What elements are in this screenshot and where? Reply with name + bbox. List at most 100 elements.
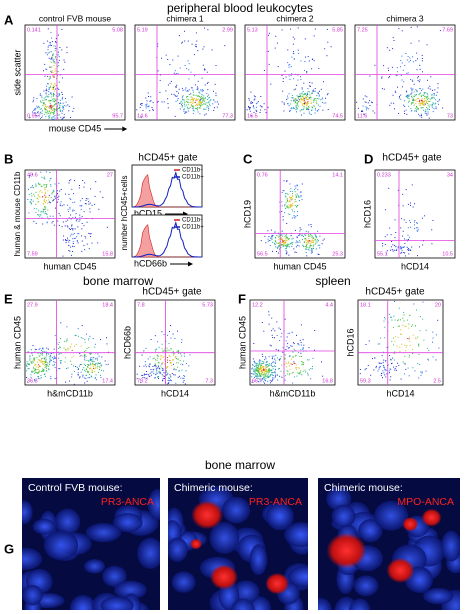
dot	[309, 97, 311, 99]
dot	[285, 238, 287, 239]
dot	[418, 101, 420, 103]
dot	[70, 199, 72, 200]
dot	[423, 98, 425, 100]
dot	[72, 245, 73, 247]
dot	[46, 370, 48, 372]
dot	[256, 377, 258, 379]
dot	[253, 343, 255, 344]
dot	[274, 371, 276, 373]
dot	[44, 367, 46, 369]
dot	[48, 356, 50, 358]
dot	[414, 203, 415, 205]
dot	[79, 200, 81, 202]
y-axis-label: human CD45	[12, 316, 22, 369]
dot	[270, 375, 271, 377]
dot	[313, 98, 315, 100]
dot	[280, 370, 282, 372]
cells	[318, 486, 460, 610]
dot	[311, 250, 313, 252]
dot	[435, 359, 437, 361]
dot	[91, 204, 93, 206]
dot	[405, 96, 407, 97]
dot	[286, 205, 288, 207]
dot	[274, 239, 276, 241]
dot	[61, 49, 63, 51]
quadrant-value: 0.141	[27, 27, 41, 33]
dot	[168, 382, 169, 384]
dot	[307, 359, 309, 361]
dot	[26, 361, 28, 363]
dot	[418, 343, 420, 345]
dot	[90, 364, 92, 365]
dot	[388, 69, 389, 71]
dot	[53, 111, 55, 112]
quadrant-value: 55.1	[377, 251, 388, 257]
plot-frame	[244, 24, 346, 121]
dot	[294, 185, 296, 187]
dot	[432, 341, 433, 343]
dot	[275, 348, 277, 350]
dot	[427, 358, 429, 360]
dot	[268, 34, 269, 36]
legend-label: CD11b-	[182, 218, 202, 224]
dot	[295, 104, 297, 106]
dots	[29, 28, 75, 120]
dot	[274, 242, 275, 244]
dot	[317, 244, 319, 246]
dot	[278, 236, 280, 238]
dot	[49, 42, 51, 44]
dot	[53, 199, 55, 200]
dot	[287, 200, 288, 201]
dot	[321, 98, 323, 100]
dot	[389, 372, 390, 374]
dot	[31, 185, 33, 187]
dot	[381, 77, 383, 79]
dot	[282, 219, 284, 221]
dot	[206, 102, 208, 104]
dot	[164, 350, 165, 352]
nucleus	[112, 513, 143, 533]
dot	[106, 337, 107, 339]
dot	[274, 236, 276, 238]
dot	[60, 360, 62, 362]
dot	[283, 103, 285, 105]
dot	[198, 107, 200, 109]
dot	[270, 363, 272, 365]
dot	[50, 93, 52, 95]
dot	[251, 368, 253, 370]
dot	[281, 201, 283, 203]
dot	[384, 244, 386, 245]
dot	[193, 94, 195, 96]
dot	[364, 369, 366, 371]
dot	[426, 101, 427, 103]
dot	[301, 103, 303, 105]
dot	[199, 100, 201, 102]
dot	[40, 117, 41, 119]
dot	[394, 237, 396, 239]
dot	[43, 70, 44, 72]
dot	[426, 44, 428, 46]
dot	[48, 110, 50, 112]
dot	[90, 368, 92, 370]
dot	[33, 208, 35, 210]
dot	[54, 47, 56, 49]
dot	[325, 97, 326, 99]
dot	[148, 96, 149, 97]
dot	[361, 110, 363, 112]
dot	[421, 54, 423, 56]
dot	[145, 97, 147, 99]
dot	[27, 351, 29, 353]
dot	[274, 47, 276, 49]
dot	[52, 365, 54, 367]
dot	[99, 369, 100, 370]
dot	[292, 237, 294, 239]
dot	[165, 370, 167, 372]
dot	[289, 183, 291, 185]
dot	[48, 365, 50, 367]
dot	[71, 227, 73, 229]
dot	[283, 243, 285, 245]
dot	[303, 97, 305, 99]
dot	[305, 98, 307, 100]
dot	[253, 368, 255, 370]
dot	[265, 370, 267, 372]
